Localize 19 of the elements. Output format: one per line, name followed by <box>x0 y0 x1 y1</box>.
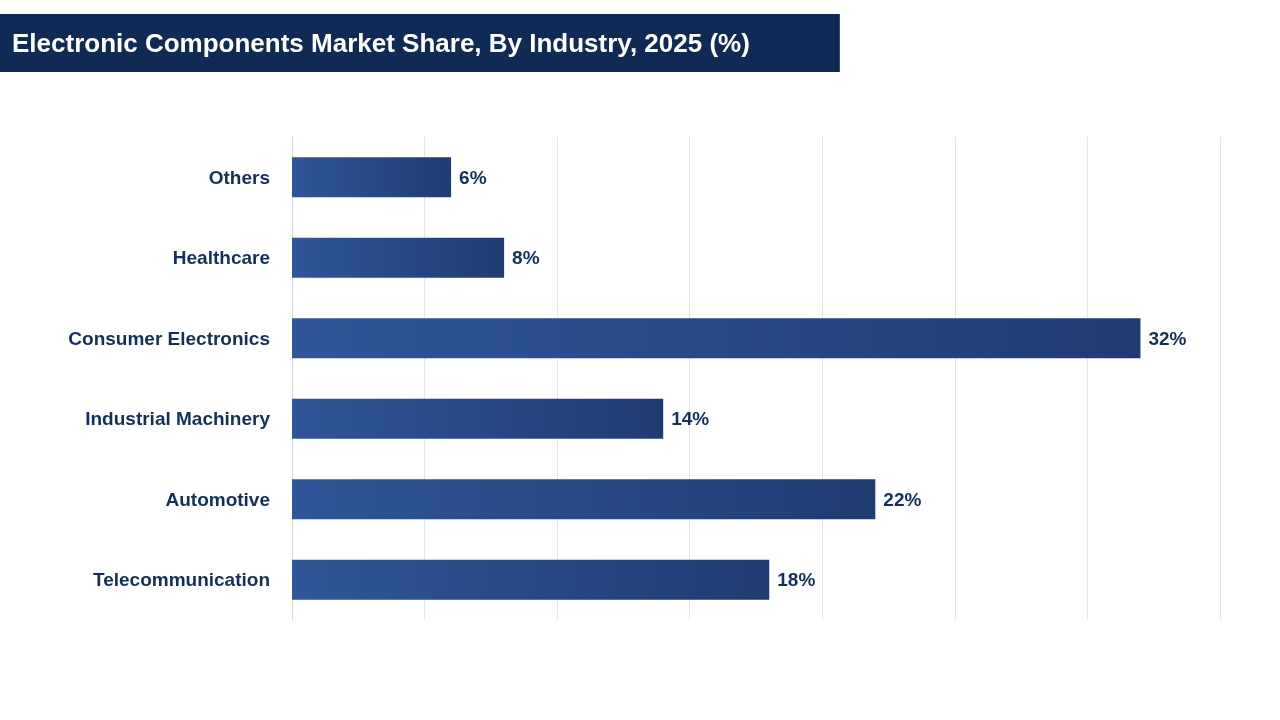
chart-title: Electronic Components Market Share, By Industry, 2025 (%) <box>12 28 750 58</box>
y-tick-label: Consumer Electronics <box>68 327 270 349</box>
y-tick-label: Industrial Machinery <box>85 408 271 430</box>
y-tick-label: Others <box>208 166 270 188</box>
y-tick-label: Telecommunication <box>92 569 270 591</box>
bar <box>292 318 1141 359</box>
data-label: 32% <box>1148 327 1187 349</box>
bar <box>292 157 452 198</box>
data-label: 18% <box>777 569 816 591</box>
bar <box>292 479 876 520</box>
y-tick-label: Healthcare <box>172 247 270 269</box>
bar <box>292 559 770 600</box>
y-tick-label: Automotive <box>165 488 270 510</box>
data-label: 14% <box>671 408 710 430</box>
data-label: 22% <box>883 488 922 510</box>
bar <box>292 237 505 278</box>
bar <box>292 398 664 439</box>
data-label: 8% <box>512 247 540 269</box>
data-label: 6% <box>459 166 487 188</box>
